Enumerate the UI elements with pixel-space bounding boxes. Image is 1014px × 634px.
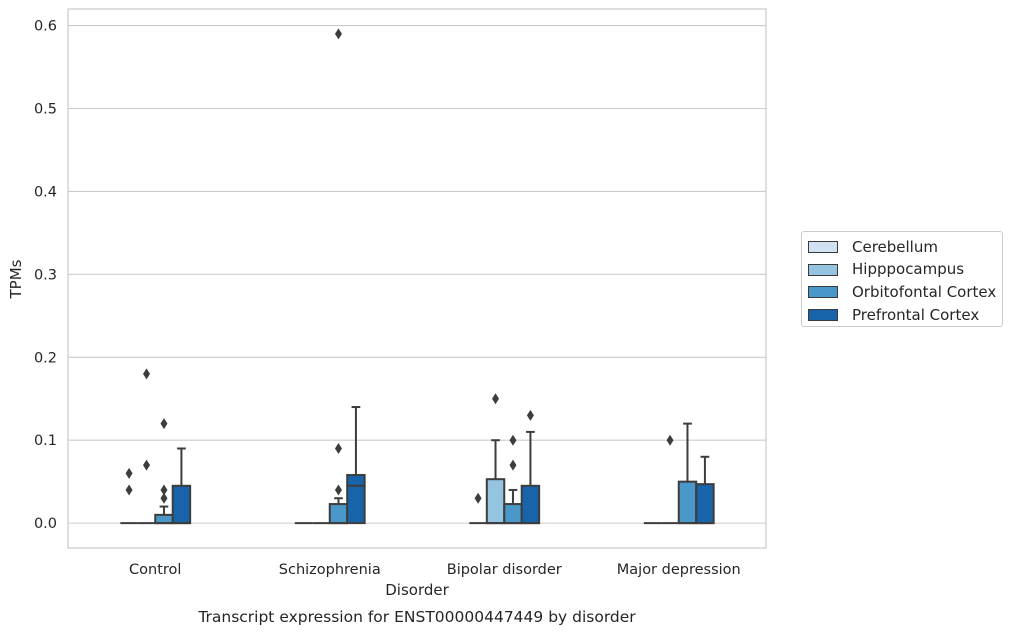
box-cerebellum	[120, 467, 138, 525]
box-hipppocampus	[485, 393, 506, 525]
outlier-point	[509, 459, 517, 471]
box	[677, 480, 698, 525]
legend-label: Hipppocampus	[852, 260, 965, 279]
y-tick-label: 0.3	[34, 267, 57, 283]
legend-item: Hipppocampus	[808, 259, 1002, 282]
y-tick-label: 0.2	[34, 350, 57, 366]
x-tick-label: Control	[129, 562, 181, 578]
legend-swatch	[808, 309, 838, 322]
box	[346, 474, 366, 525]
outlier-point	[526, 409, 534, 421]
box-prefrontal-cortex	[520, 409, 541, 525]
outlier-point	[334, 28, 342, 40]
box	[154, 513, 174, 525]
box-orbitofontal-cortex	[328, 28, 349, 525]
y-tick-label: 0.5	[34, 102, 57, 118]
y-tick-label: 0.0	[34, 516, 57, 532]
outlier-point	[143, 459, 151, 471]
box	[520, 484, 541, 525]
box-orbitofontal-cortex	[154, 418, 174, 525]
box	[503, 503, 523, 525]
outlier-point	[334, 484, 342, 496]
box	[328, 503, 349, 525]
legend-label: Cerebellum	[852, 237, 938, 256]
x-axis-ticks: Control Schizophrenia Bipolar disorder Majo…	[129, 562, 741, 578]
y-tick-label: 0.6	[34, 19, 57, 35]
box	[695, 483, 715, 525]
plot-frame	[67, 8, 767, 549]
outlier-point	[160, 418, 168, 430]
legend-label: Prefrontal Cortex	[852, 305, 980, 324]
outlier-point	[666, 434, 674, 446]
box	[171, 484, 192, 525]
legend-swatch	[808, 263, 838, 276]
legend-item: Orbitofontal Cortex	[808, 281, 1002, 304]
box-orbitofontal-cortex	[503, 434, 523, 525]
y-tick-label: 0.1	[34, 433, 57, 449]
outlier-point	[143, 368, 151, 380]
legend: Cerebellum Hipppocampus Orbitofontal Corte…	[801, 231, 1003, 327]
box-prefrontal-cortex	[695, 455, 715, 525]
box	[485, 478, 506, 525]
x-tick-label: Bipolar disorder	[447, 562, 562, 578]
legend-label: Orbitofontal Cortex	[852, 282, 997, 301]
x-axis-label: Disorder	[385, 581, 449, 599]
box-hipppocampus	[661, 434, 679, 525]
box-prefrontal-cortex	[346, 406, 366, 525]
y-axis-ticks: 0.0 0.1 0.2 0.3 0.4 0.5 0.6	[34, 19, 57, 533]
outlier-point	[160, 492, 168, 504]
outlier-point	[492, 393, 500, 405]
box-plots	[120, 28, 715, 525]
gridlines	[68, 25, 766, 524]
outlier-point	[125, 484, 133, 496]
y-axis-label: TPMs	[7, 259, 25, 299]
chart-title: Transcript expression for ENST0000044744…	[197, 608, 636, 626]
x-tick-label: Schizophrenia	[279, 562, 381, 578]
legend-item: Cerebellum	[808, 236, 1002, 259]
legend-item: Prefrontal Cortex	[808, 304, 1002, 327]
box-cerebellum	[469, 492, 487, 525]
outlier-point	[474, 492, 482, 504]
legend-swatch	[808, 286, 838, 299]
y-tick-label: 0.4	[34, 184, 57, 200]
outlier-point	[125, 467, 133, 479]
outlier-point	[509, 434, 517, 446]
box-prefrontal-cortex	[171, 447, 192, 525]
outlier-point	[160, 484, 168, 496]
box-orbitofontal-cortex	[677, 422, 698, 525]
legend-swatch	[808, 241, 838, 254]
outlier-point	[334, 442, 342, 454]
x-tick-label: Major depression	[617, 562, 741, 578]
box-hipppocampus	[137, 368, 156, 525]
